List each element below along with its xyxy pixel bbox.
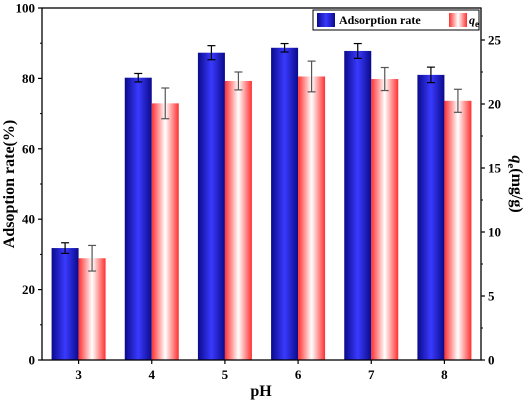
- bar-adsorption-rate-ph-5: [197, 52, 225, 360]
- legend-label-adsorption-rate: Adsorption rate: [339, 13, 421, 27]
- y-right-axis-title: qe(mg/g): [505, 155, 525, 212]
- bar-adsorption-rate-ph-8: [417, 74, 445, 360]
- y-right-tick-label-25: 25: [488, 33, 502, 48]
- x-tick-label-6: 6: [295, 367, 302, 382]
- y-left-tick-label-80: 80: [22, 71, 35, 86]
- bar-qe-ph-7: [371, 79, 399, 360]
- bar-qe-ph-4: [151, 103, 179, 361]
- legend-frame: [312, 9, 480, 31]
- y-right-axis-title-unit: (mg/g): [508, 168, 525, 212]
- y-left-tick-label-100: 100: [16, 1, 36, 16]
- x-axis-title: pH: [250, 383, 272, 400]
- y-right-tick-label-10: 10: [488, 225, 501, 240]
- bar-adsorption-rate-ph-3: [51, 248, 79, 360]
- legend-label-qe-base: q: [469, 13, 475, 27]
- bar-adsorption-rate-ph-4: [124, 77, 152, 361]
- y-left-tick-label-0: 0: [29, 353, 36, 368]
- x-tick-label-4: 4: [149, 367, 156, 382]
- y-right-tick-label-0: 0: [488, 353, 495, 368]
- y-right-tick-label-5: 5: [488, 289, 495, 304]
- y-right-axis-title-base: q: [508, 155, 525, 163]
- bar-qe-ph-6: [298, 76, 326, 360]
- bar-qe-ph-3: [78, 258, 106, 360]
- y-right-tick-label-20: 20: [488, 97, 501, 112]
- bar-adsorption-rate-ph-7: [344, 50, 372, 360]
- legend-label-qe-sub: e: [475, 19, 479, 29]
- bar-qe-ph-5: [224, 80, 252, 361]
- bars-layer: [51, 47, 472, 361]
- y-left-axis-title: Adsoption rate(%): [1, 120, 18, 248]
- y-left-tick-label-60: 60: [22, 141, 35, 156]
- bar-qe-ph-8: [444, 100, 472, 361]
- legend-swatch-adsorption-rate: [317, 13, 335, 27]
- x-tick-label-8: 8: [441, 367, 448, 382]
- y-left-tick-label-40: 40: [22, 212, 35, 227]
- legend-label-qe: qe: [469, 13, 479, 29]
- plot-frame: [41, 7, 482, 361]
- x-tick-label-7: 7: [368, 367, 375, 382]
- bar-adsorption-rate-ph-6: [271, 47, 299, 360]
- error-bars-layer: [61, 42, 462, 272]
- legend-swatch-qe: [449, 13, 467, 27]
- legend: Adsorption rate qe: [312, 9, 480, 31]
- y-right-tick-label-15: 15: [488, 161, 502, 176]
- y-right-axis-title-sub: e: [505, 163, 517, 168]
- x-tick-label-3: 3: [75, 367, 82, 382]
- y-left-tick-label-20: 20: [22, 282, 35, 297]
- x-tick-label-5: 5: [222, 367, 229, 382]
